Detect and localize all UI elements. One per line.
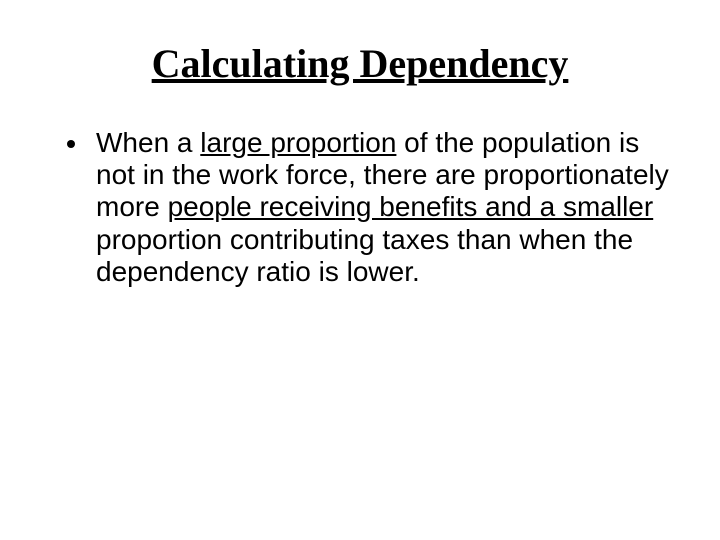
text-segment: proportion contributing taxes than when … [96, 224, 633, 287]
text-segment: When a [96, 127, 200, 158]
slide-body: When a large proportion of the populatio… [50, 127, 670, 288]
text-segment-underlined: large proportion [200, 127, 396, 158]
bullet-list: When a large proportion of the populatio… [50, 127, 670, 288]
bullet-item: When a large proportion of the populatio… [90, 127, 670, 288]
slide: Calculating Dependency When a large prop… [0, 0, 720, 540]
text-segment-underlined: people receiving benefits and a smaller [168, 191, 654, 222]
slide-title: Calculating Dependency [50, 40, 670, 87]
